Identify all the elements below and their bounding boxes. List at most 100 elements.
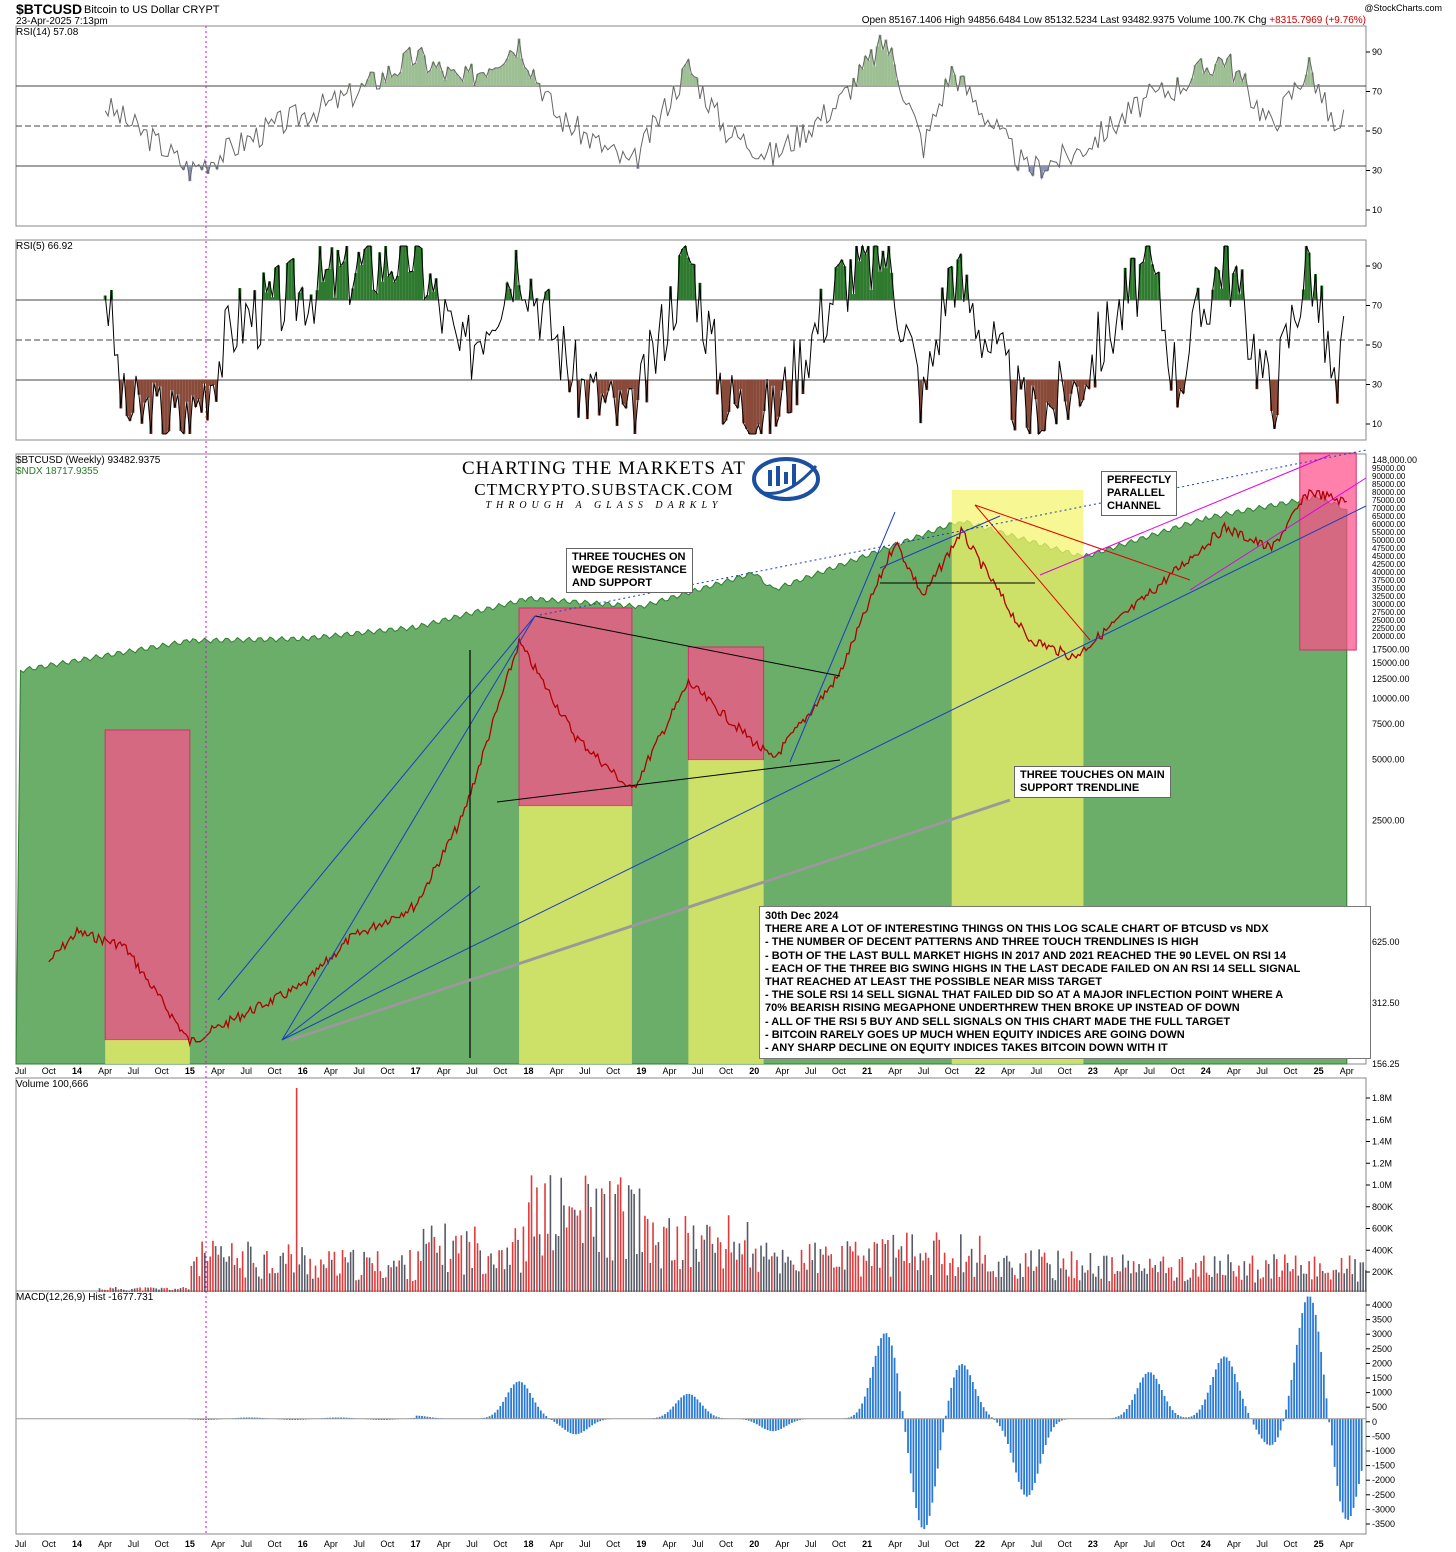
y-tick-label: 90 <box>1372 261 1382 271</box>
x-tick-label: Apr <box>1227 1066 1241 1076</box>
y-tick-label: 3500 <box>1372 1315 1392 1325</box>
x-tick-label: Apr <box>324 1539 338 1549</box>
highlight-boxes <box>104 452 1357 1064</box>
x-tick-label: Apr <box>98 1066 112 1076</box>
x-tick-label: Apr <box>663 1539 677 1549</box>
macd-label: MACD(12,26,9) Hist -1677.731 <box>16 1292 154 1303</box>
y-tick-label: 30 <box>1372 380 1382 390</box>
source-credit: @StockCharts.com <box>1364 3 1442 13</box>
rsi-path <box>104 34 1345 182</box>
x-tick-label: Apr <box>324 1066 338 1076</box>
y-tick-label: 148,000.00 <box>1372 455 1417 465</box>
x-tick-label: Oct <box>1283 1066 1298 1076</box>
x-tick-label: Jul <box>1256 1539 1268 1549</box>
x-tick-label: 24 <box>1201 1539 1211 1549</box>
rsi5-label: RSI(5) 66.92 <box>16 241 73 252</box>
quote-line: Open 85167.1406 High 94856.6484 Low 8513… <box>862 15 1366 26</box>
trendline <box>879 515 1001 569</box>
highlight-box <box>687 646 765 761</box>
y-tick-label: -2000 <box>1372 1475 1395 1485</box>
y-tick-label: 10 <box>1372 419 1382 429</box>
y-tick-label: -1000 <box>1372 1446 1395 1456</box>
x-tick-label: Jul <box>579 1539 591 1549</box>
x-tick-label: 19 <box>636 1066 646 1076</box>
x-tick-label: Apr <box>1340 1539 1354 1549</box>
y-tick-label: 50 <box>1372 340 1382 350</box>
summary-line: THERE ARE A LOT OF INTERESTING THINGS ON… <box>765 923 1269 936</box>
x-tick-label: Apr <box>1114 1066 1128 1076</box>
summary-line: - BITCOIN RARELY GOES UP MUCH WHEN EQUIT… <box>765 1028 1185 1041</box>
axes: 90 70 50 30 10 90 70 50 30 10 1.8M 1.6M 1.4M 1.2M 1.0M… <box>15 47 1417 1549</box>
x-tick-label: Apr <box>1114 1539 1128 1549</box>
wedge-note-line: AND SUPPORT <box>572 577 653 589</box>
trendline <box>281 885 481 1041</box>
x-tick-label: Apr <box>437 1539 451 1549</box>
trendline <box>281 615 536 1041</box>
brand-line-3: THROUGH A GLASS DARKLY <box>485 500 723 511</box>
x-tick-label: Apr <box>1227 1539 1241 1549</box>
x-tick-label: 21 <box>862 1066 872 1076</box>
x-tick-label: Apr <box>98 1539 112 1549</box>
wedge-note-line: WEDGE RESISTANCE <box>572 564 687 576</box>
trendline <box>1039 454 1331 576</box>
y-tick-label: 42500.00 <box>1372 560 1406 569</box>
x-tick-label: Oct <box>1283 1539 1298 1549</box>
x-tick-label: Oct <box>493 1539 508 1549</box>
x-tick-label: Oct <box>42 1539 57 1549</box>
x-tick-label: Jul <box>1031 1066 1043 1076</box>
x-tick-label: 22 <box>975 1539 985 1549</box>
y-tick-label: 1500 <box>1372 1373 1392 1383</box>
x-tick-label: Apr <box>775 1539 789 1549</box>
y-tick-label: 70 <box>1372 301 1382 311</box>
panel-vol <box>15 1077 1367 1293</box>
rsi14-label: RSI(14) 57.08 <box>16 27 79 38</box>
x-tick-label: Jul <box>241 1539 253 1549</box>
y-tick-label: 17500.00 <box>1372 645 1410 655</box>
y-tick-label: 85000.00 <box>1372 480 1406 489</box>
x-tick-label: 23 <box>1088 1539 1098 1549</box>
branding: CHARTING THE MARKETS AT CTMCRYPTO.SUBSTA… <box>462 458 746 511</box>
y-tick-label: 400K <box>1372 1245 1393 1255</box>
highlight-box <box>105 1040 190 1064</box>
x-tick-label: Oct <box>1170 1066 1185 1076</box>
x-tick-label: 25 <box>1314 1539 1324 1549</box>
x-tick-label: Jul <box>692 1539 704 1549</box>
x-tick-label: 17 <box>411 1066 421 1076</box>
x-tick-label: Jul <box>15 1066 27 1076</box>
x-tick-label: 17 <box>411 1539 421 1549</box>
trendline <box>534 615 841 677</box>
x-tick-label: Oct <box>267 1539 282 1549</box>
x-tick-label: 14 <box>72 1539 82 1549</box>
wedge-note: THREE TOUCHES ON WEDGE RESISTANCE AND SU… <box>566 548 693 593</box>
y-tick-label: 156.25 <box>1372 1059 1400 1069</box>
y-tick-label: 5000.00 <box>1372 755 1405 765</box>
highlight-box <box>688 760 764 1064</box>
y-tick-label: -3000 <box>1372 1504 1395 1514</box>
x-tick-label: Jul <box>353 1066 365 1076</box>
summary-line: - THE NUMBER OF DECENT PATTERNS AND THRE… <box>765 936 1199 949</box>
y-tick-label: 2500.00 <box>1372 815 1405 825</box>
chart-date: 23-Apr-2025 7:13pm <box>16 16 108 27</box>
chart-header: $BTCUSD Bitcoin to US Dollar CRYPT 23-Ap… <box>0 0 1456 30</box>
x-tick-label: 24 <box>1201 1066 1211 1076</box>
highlight-box <box>519 806 632 1064</box>
y-tick-label: 45000.00 <box>1372 552 1406 561</box>
y-tick-label: 12500.00 <box>1372 674 1410 684</box>
x-tick-label: Apr <box>1340 1066 1354 1076</box>
x-tick-label: Apr <box>437 1066 451 1076</box>
x-tick-label: Oct <box>155 1539 170 1549</box>
x-tick-label: Jul <box>1144 1066 1156 1076</box>
x-tick-label: Oct <box>1058 1066 1073 1076</box>
channel-note-line: PARALLEL <box>1107 487 1165 499</box>
x-tick-label: Oct <box>155 1066 170 1076</box>
y-tick-label: 2000 <box>1372 1358 1392 1368</box>
x-tick-label: Oct <box>380 1066 395 1076</box>
y-tick-label: 1.4M <box>1372 1137 1392 1147</box>
x-tick-label: Oct <box>42 1066 57 1076</box>
trendline <box>217 615 536 1001</box>
x-tick-label: Jul <box>805 1539 817 1549</box>
channel-note-line: CHANNEL <box>1107 500 1161 512</box>
highlight-box <box>1299 452 1357 651</box>
y-tick-label: 50000.00 <box>1372 536 1406 545</box>
y-tick-label: 65000.00 <box>1372 512 1406 521</box>
